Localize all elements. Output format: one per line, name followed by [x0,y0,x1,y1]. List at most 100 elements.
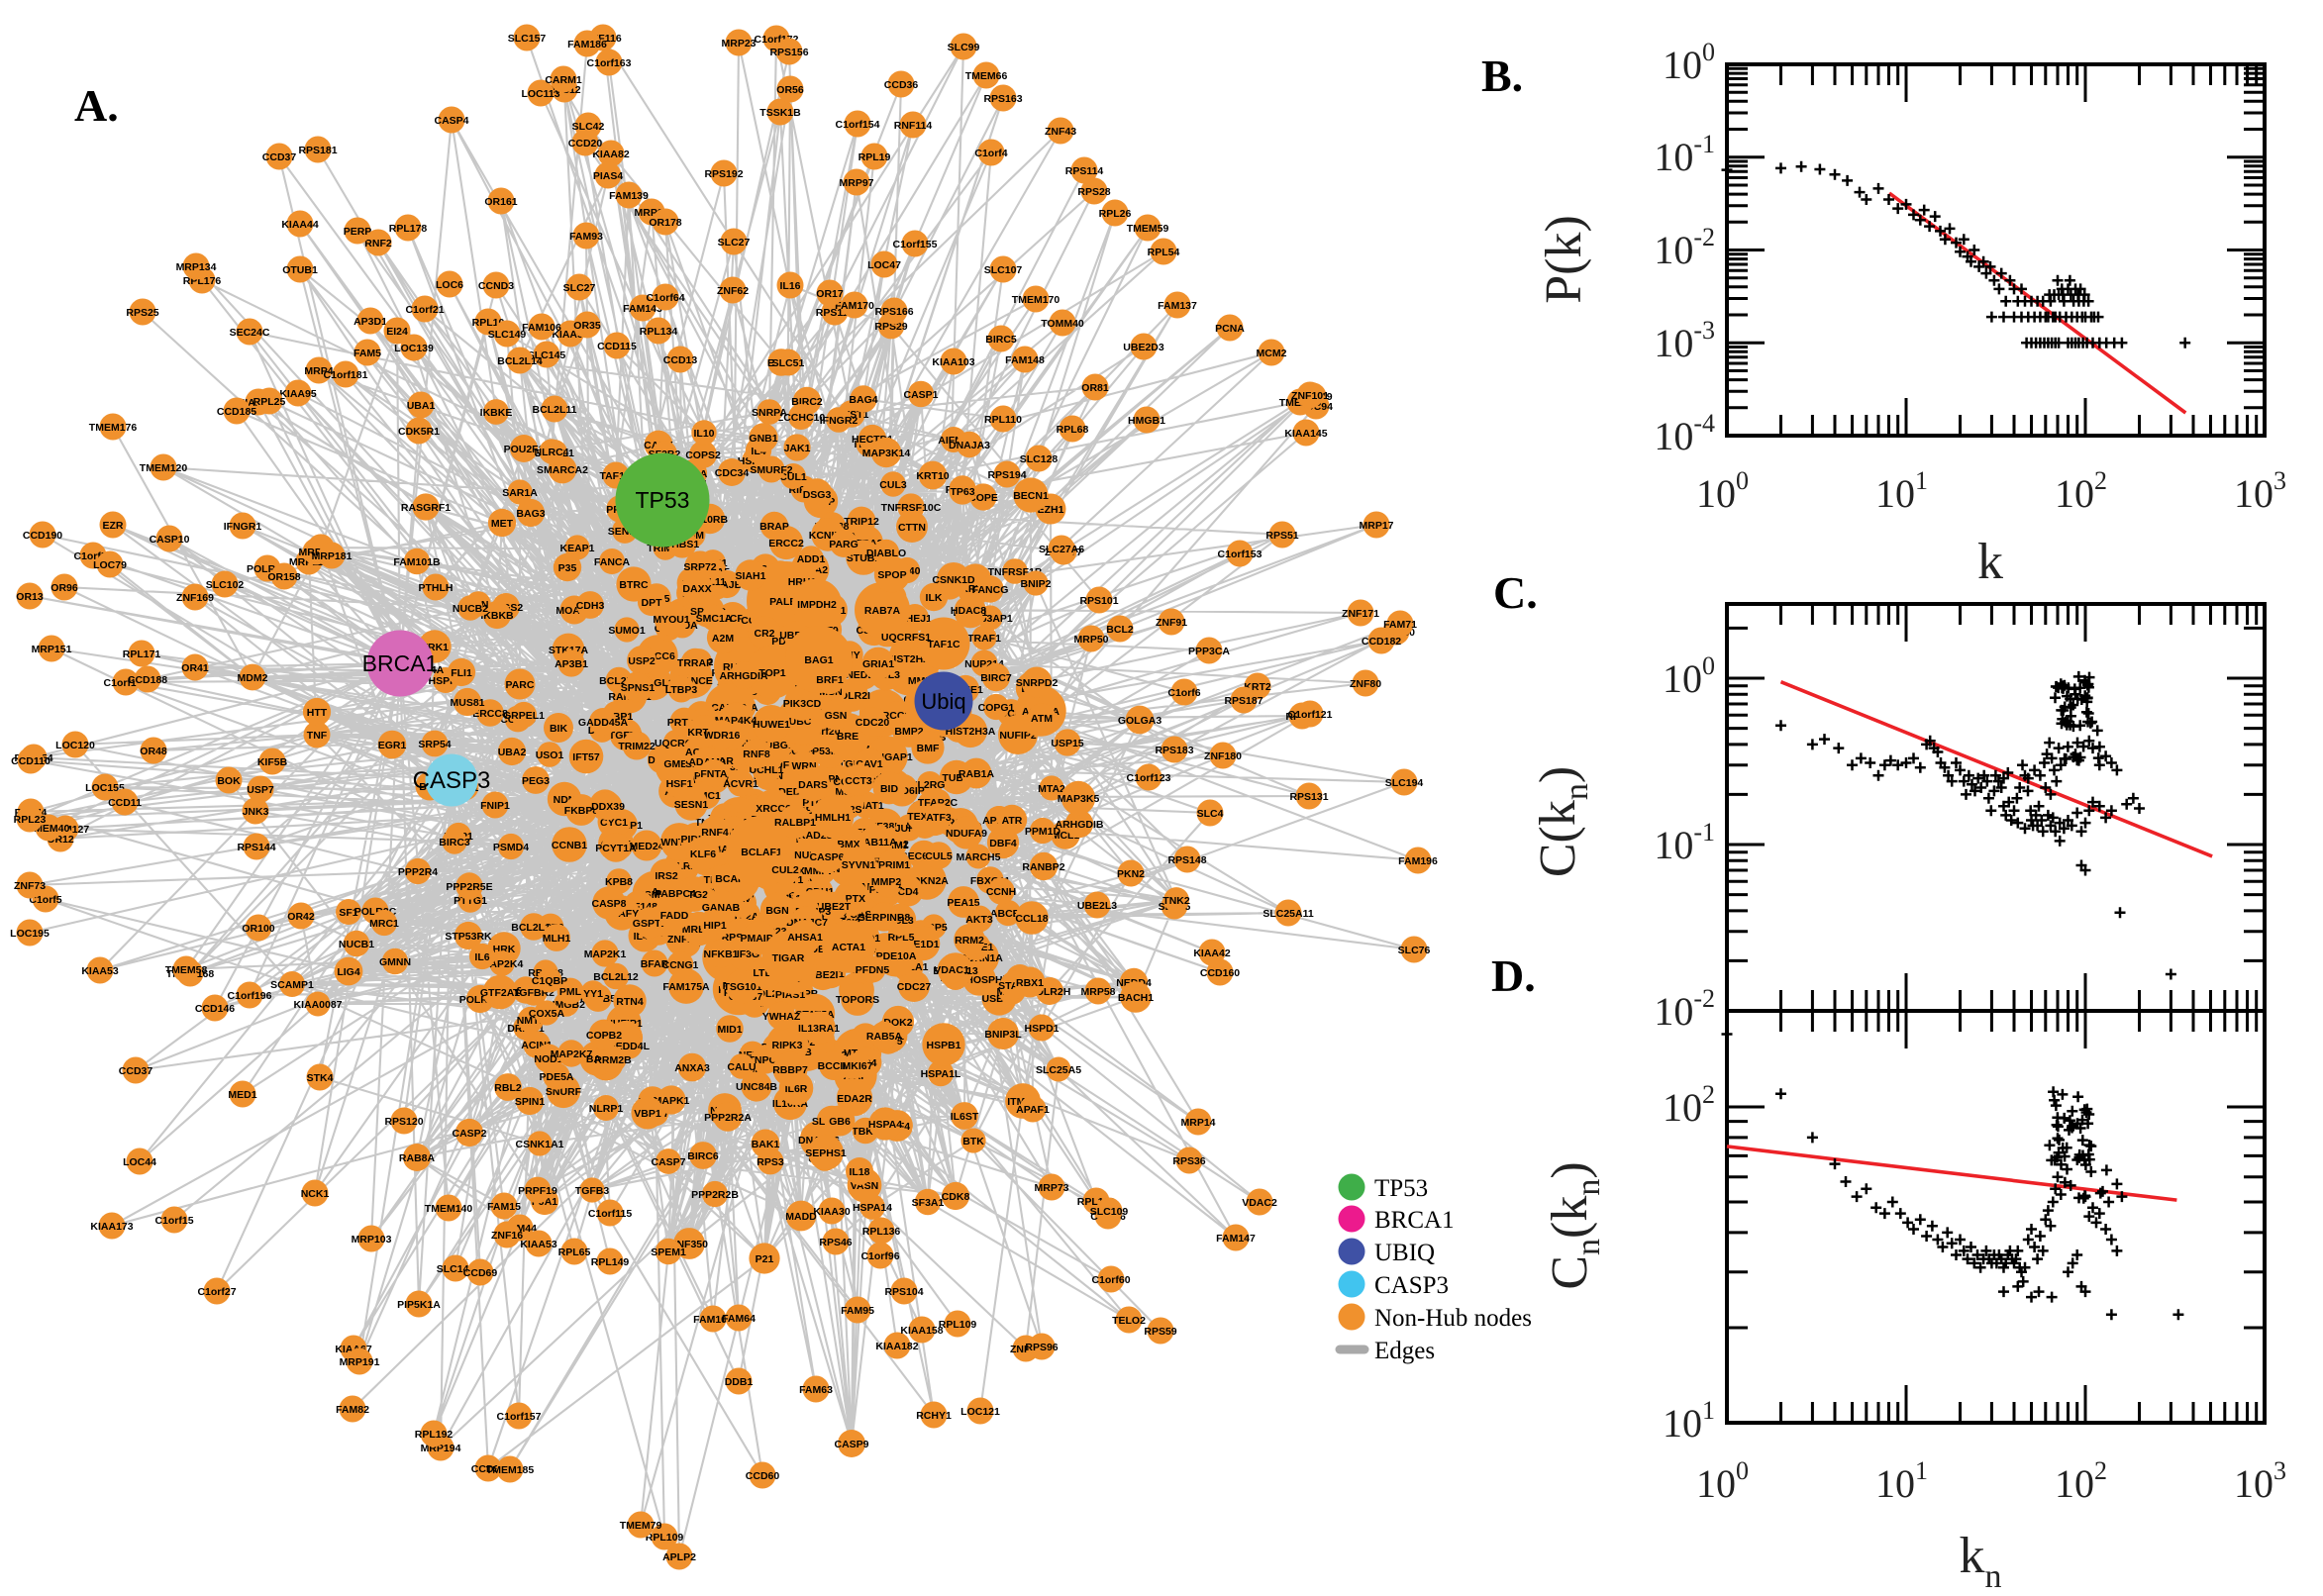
svg-text:FAM196: FAM196 [1398,855,1438,867]
svg-text:CASP2: CASP2 [452,1128,486,1140]
svg-text:PTTG1: PTTG1 [454,895,487,907]
svg-text:SLC76: SLC76 [1398,945,1431,956]
svg-text:BCL2L12: BCL2L12 [593,971,639,983]
svg-text:SLC51: SLC51 [772,357,805,369]
svg-text:SPEM1: SPEM1 [651,1247,686,1258]
svg-text:IL16: IL16 [779,280,800,292]
svg-text:UBE2T: UBE2T [817,901,852,913]
svg-text:BRE: BRE [837,731,858,743]
svg-text:SESN1: SESN1 [674,799,709,811]
svg-text:UBE2D3: UBE2D3 [1123,342,1164,353]
svg-text:RPS166: RPS166 [874,306,913,318]
svg-text:TGFB3: TGFB3 [575,1185,610,1197]
svg-text:D.: D. [1491,950,1536,1001]
svg-text:C1orf154: C1orf154 [836,119,880,131]
svg-text:NUCB2: NUCB2 [453,603,488,615]
svg-text:SPIN1: SPIN1 [515,1096,546,1108]
svg-text:KIAA182: KIAA182 [875,1341,918,1352]
svg-text:CTTN: CTTN [898,522,926,534]
svg-text:RPS192: RPS192 [704,168,743,180]
svg-text:MCM2: MCM2 [1257,348,1287,359]
svg-text:MET: MET [491,518,514,530]
svg-text:CCT3: CCT3 [845,775,872,787]
svg-text:TP63: TP63 [950,486,974,498]
svg-text:BCL2L14: BCL2L14 [497,355,543,367]
svg-text:SYVN1: SYVN1 [842,859,876,871]
svg-text:SEPHS1: SEPHS1 [805,1147,847,1159]
svg-text:CR2: CR2 [754,628,774,640]
svg-text:C(kn): C(kn) [1530,766,1595,877]
svg-text:MRP4: MRP4 [304,365,333,377]
svg-text:KEAP1: KEAP1 [559,543,594,554]
svg-text:IMPDH2: IMPDH2 [797,599,837,611]
svg-text:CSNK1A1: CSNK1A1 [515,1139,563,1150]
svg-text:DSG3: DSG3 [803,489,832,501]
svg-text:SRP72: SRP72 [683,561,716,573]
svg-text:C1orf181: C1orf181 [324,369,368,381]
svg-text:MMP2: MMP2 [871,876,901,888]
svg-text:A2M: A2M [712,633,734,645]
svg-text:PARG: PARG [829,539,858,550]
svg-text:B.: B. [1481,50,1523,101]
svg-text:Edges: Edges [1374,1338,1435,1364]
svg-text:PIAS4: PIAS4 [593,170,624,182]
svg-text:LOC155: LOC155 [85,782,125,794]
svg-text:RPL54: RPL54 [1148,247,1180,258]
svg-text:APAF1: APAF1 [1016,1104,1050,1116]
svg-text:HIST2H3A: HIST2H3A [946,726,996,738]
svg-text:PPP2R2A: PPP2R2A [704,1112,752,1124]
svg-text:IFNGR2: IFNGR2 [820,415,858,427]
svg-text:SMARCA2: SMARCA2 [537,464,588,476]
svg-text:CCNG1: CCNG1 [662,959,699,971]
svg-text:OTUB1: OTUB1 [282,264,318,276]
svg-text:SRP54: SRP54 [418,739,451,750]
svg-text:BECN1: BECN1 [1013,490,1049,502]
svg-text:TMEM79: TMEM79 [620,1520,662,1532]
svg-text:ATR: ATR [1002,815,1023,827]
svg-text:PIK3CD: PIK3CD [783,698,822,710]
svg-text:ATF3: ATF3 [926,812,952,824]
svg-text:DIABLO: DIABLO [866,548,906,559]
svg-text:LOC79: LOC79 [93,559,127,571]
svg-text:GMNN: GMNN [379,956,411,968]
svg-text:C1orf96: C1orf96 [860,1250,899,1262]
svg-text:RPS144: RPS144 [237,842,275,853]
svg-text:RPL65: RPL65 [558,1247,591,1258]
svg-text:ANXA3: ANXA3 [674,1062,710,1074]
svg-text:CCD36: CCD36 [884,79,919,91]
svg-text:IRS2: IRS2 [655,870,678,882]
svg-text:MRP23: MRP23 [721,38,756,50]
svg-text:BIRC7: BIRC7 [980,672,1012,684]
svg-text:USP15: USP15 [1051,738,1083,749]
svg-text:CDC34: CDC34 [715,467,750,479]
svg-text:LIG4: LIG4 [337,966,359,978]
svg-text:MTA2: MTA2 [1038,783,1065,795]
svg-text:KIAA103: KIAA103 [932,356,974,368]
svg-text:SLC25A11: SLC25A11 [1262,908,1314,920]
svg-text:STUB1: STUB1 [847,552,881,564]
svg-text:SNRPA: SNRPA [752,407,787,419]
svg-text:RBBP7: RBBP7 [772,1064,808,1076]
svg-text:MRP181: MRP181 [312,550,353,562]
svg-text:VDAC2: VDAC2 [1242,1197,1277,1209]
svg-text:ZNF73: ZNF73 [14,880,46,892]
svg-text:PIP5K1A: PIP5K1A [397,1299,441,1311]
svg-text:YWHAZ: YWHAZ [762,1011,801,1023]
svg-text:CASP6: CASP6 [809,851,844,863]
svg-text:RNF2: RNF2 [364,238,392,249]
svg-text:RIPK3: RIPK3 [772,1040,803,1051]
svg-text:BIRC3: BIRC3 [439,837,470,848]
svg-text:TAF1C: TAF1C [927,639,960,650]
svg-text:LOC47: LOC47 [867,259,901,271]
svg-text:DPT: DPT [642,597,663,609]
svg-text:USP2: USP2 [628,655,656,667]
svg-text:DNAJA3: DNAJA3 [949,440,990,451]
svg-text:CCL18: CCL18 [1015,913,1048,925]
svg-text:CCD20: CCD20 [568,138,603,150]
svg-text:HSPA1L: HSPA1L [921,1068,961,1080]
svg-text:ZCCHC10: ZCCHC10 [777,412,826,424]
svg-text:TRRAP: TRRAP [677,657,713,669]
svg-text:GRIA1: GRIA1 [862,658,894,670]
svg-text:RPS28: RPS28 [1077,186,1110,198]
svg-text:LOC121: LOC121 [960,1406,1000,1418]
